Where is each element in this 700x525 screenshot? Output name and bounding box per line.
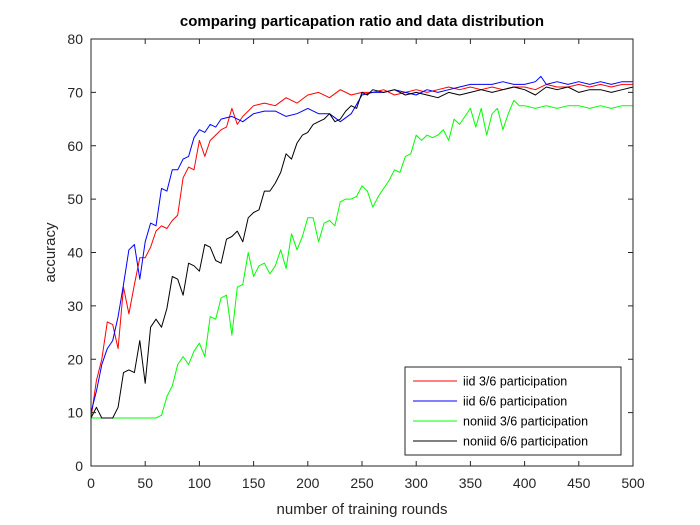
legend-label-2: iid 6/6 participation — [463, 395, 567, 409]
chart-title: comparing particapation ratio and data d… — [180, 13, 544, 30]
y-tick-label: 60 — [67, 138, 83, 154]
series-layer — [90, 75, 634, 419]
series-line-2 — [90, 75, 633, 413]
x-tick-label: 400 — [513, 475, 537, 491]
x-tick-label: 100 — [188, 475, 212, 491]
x-tick-label: 0 — [87, 475, 95, 491]
y-tick-label: 70 — [67, 84, 83, 100]
y-tick-label: 30 — [67, 298, 83, 314]
x-axis-title: number of training rounds — [277, 501, 448, 518]
x-tick-label: 150 — [242, 475, 266, 491]
x-tick-label: 500 — [621, 475, 645, 491]
ticks-layer: 0 50 100 150 200 250 300 350 400 450 500 0 10 20 30 40 5… — [67, 31, 644, 491]
series-line-4 — [90, 86, 634, 419]
legend-label-4: noniid 6/6 participation — [463, 435, 588, 449]
x-tick-label: 450 — [567, 475, 591, 491]
x-tick-label: 50 — [137, 475, 153, 491]
legend: iid 3/6 participation iid 6/6 participati… — [404, 366, 622, 456]
y-tick-label: 40 — [67, 245, 83, 261]
x-tick-label: 250 — [350, 475, 374, 491]
y-tick-label: 80 — [67, 31, 83, 47]
x-tick-label: 200 — [296, 475, 320, 491]
legend-label-3: noniid 3/6 participation — [463, 415, 588, 429]
y-tick-label: 0 — [75, 458, 83, 474]
legend-box — [404, 366, 622, 456]
series-line-3 — [91, 99, 633, 419]
x-tick-label: 300 — [405, 475, 429, 491]
y-tick-label: 20 — [67, 351, 83, 367]
y-tick-label: 50 — [67, 191, 83, 207]
y-tick-label: 10 — [67, 405, 83, 421]
y-axis-title: accuracy — [42, 222, 59, 283]
x-tick-label: 350 — [459, 475, 483, 491]
legend-label-1: iid 3/6 participation — [463, 375, 567, 389]
